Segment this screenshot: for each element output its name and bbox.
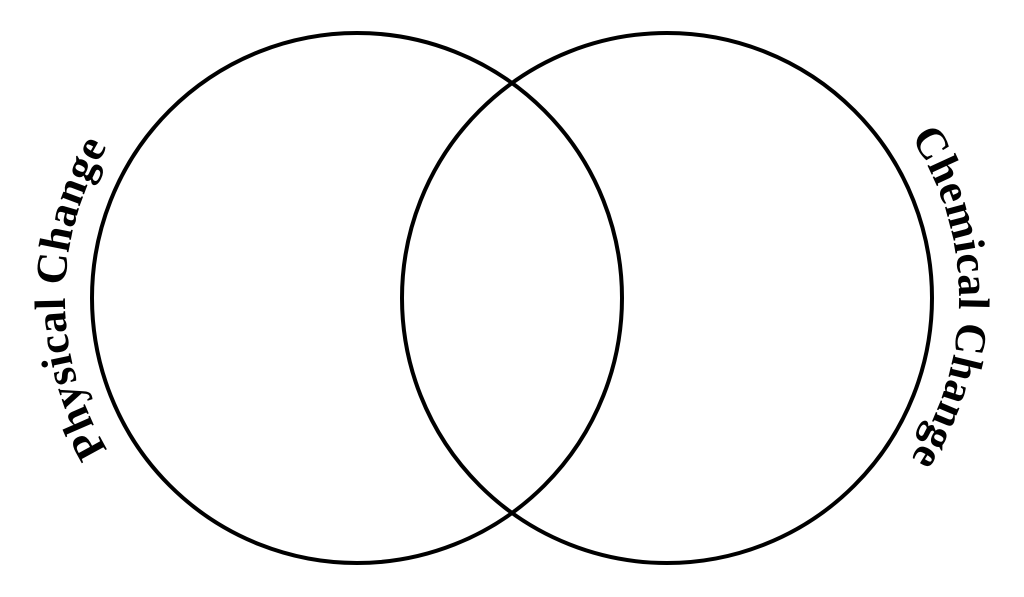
right-label: Chemical Change [902,117,998,480]
left-circle [92,33,622,563]
left-label: Physical Change [26,127,116,469]
venn-diagram-container: Physical Change Chemical Change [0,0,1024,597]
right-circle [402,33,932,563]
venn-diagram: Physical Change Chemical Change [0,0,1024,597]
left-label-text: Physical Change [26,127,116,469]
right-label-text: Chemical Change [902,117,998,480]
